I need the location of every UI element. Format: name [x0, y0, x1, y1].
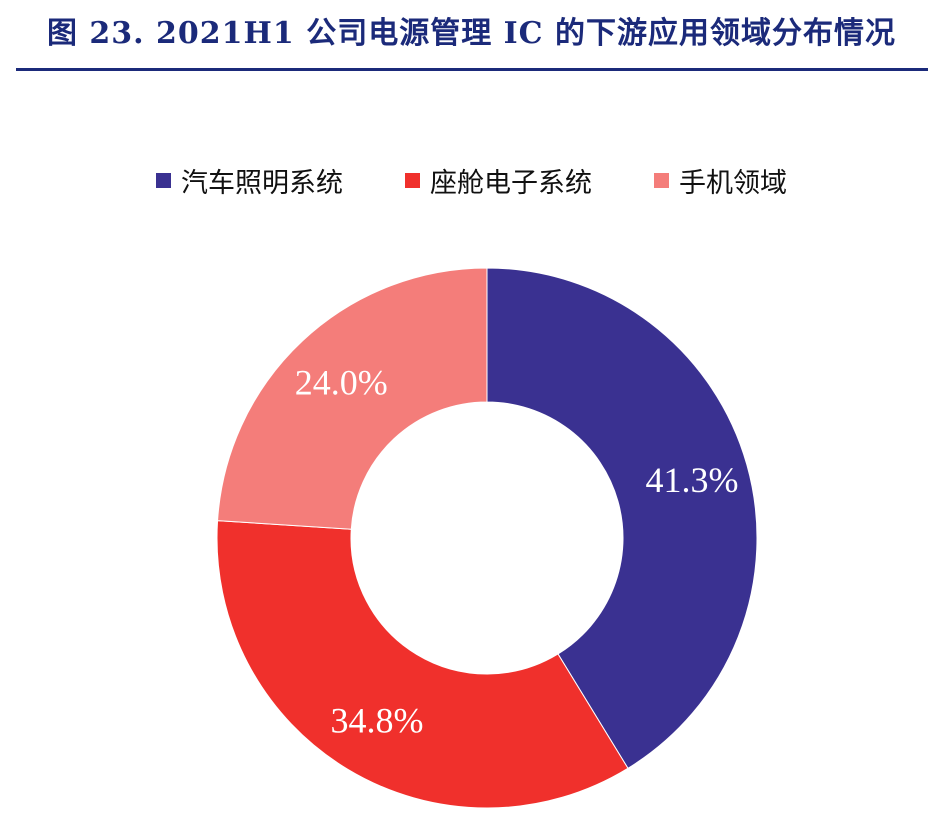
data-label-auto-lighting: 41.3%	[646, 460, 739, 500]
legend-label-mobile-phone: 手机领域	[679, 167, 787, 199]
legend-item-cockpit-electronics: 座舱电子系统	[405, 161, 592, 200]
slice-auto-lighting	[486, 267, 758, 769]
legend-swatch-mobile-phone	[654, 172, 669, 188]
slice-mobile-phone	[217, 267, 488, 530]
legend-label-auto-lighting: 汽车照明系统	[181, 167, 343, 199]
figure-title: 图 23. 2021H1 公司电源管理 IC 的下游应用领域分布情况	[46, 16, 897, 51]
legend-item-mobile-phone: 手机领域	[654, 161, 787, 200]
legend-label-cockpit-electronics: 座舱电子系统	[430, 167, 592, 199]
legend-swatch-auto-lighting	[156, 172, 171, 188]
slice-cockpit-electronics	[216, 520, 629, 809]
legend-swatch-cockpit-electronics	[405, 172, 420, 188]
legend-item-auto-lighting: 汽车照明系统	[156, 161, 343, 200]
data-label-cockpit-electronics: 34.8%	[330, 700, 423, 740]
title-divider	[16, 68, 928, 71]
data-label-mobile-phone: 24.0%	[295, 363, 388, 403]
chart-legend: 汽车照明系统 座舱电子系统 手机领域	[0, 160, 943, 200]
